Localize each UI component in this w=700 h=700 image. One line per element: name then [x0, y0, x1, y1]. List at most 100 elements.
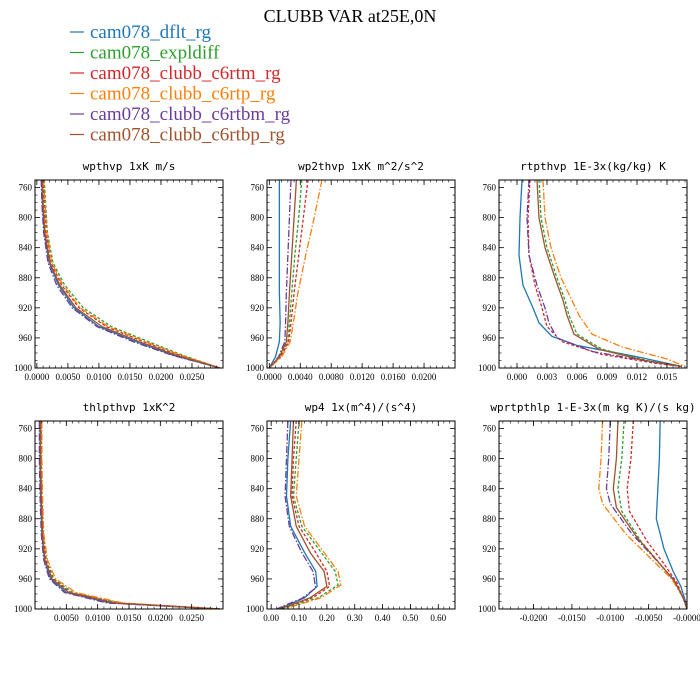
series-line-cam078_clubb_c6rtbp_rg [536, 180, 683, 368]
series-line-cam078_clubb_c6rtp_rg [284, 421, 342, 609]
y-tick-label: 840 [483, 243, 497, 253]
x-tick-label: 0.0150 [117, 613, 142, 623]
legend-entry-cam078_expldiff: cam078_expldiff [70, 43, 220, 64]
y-tick-label: 1000 [478, 363, 497, 373]
x-tick-label: 0.20 [319, 613, 335, 623]
y-tick-label: 840 [251, 243, 265, 253]
panels: wpthvp 1xK m/s76080084088092096010000.00… [14, 160, 700, 623]
panel-4: thlpthvp 1xK^2 760 800 840 880 920 960 1000 0.00… [14, 401, 224, 623]
y-tick-label: 880 [483, 514, 497, 524]
panel-6: wprtpthlp 1-E-3x(m kg K)/(s kg) 760 800 840… [478, 401, 700, 623]
x-tick-label: 0.0200 [148, 613, 173, 623]
series-line-cam078_dflt_rg [39, 421, 220, 609]
legend-entry-cam078_clubb_c6rtp_rg: cam078_clubb_c6rtp_rg [70, 84, 276, 105]
y-tick-label: 840 [19, 243, 33, 253]
x-tick-label: 0.0200 [412, 372, 437, 382]
series-line-cam078_clubb_c6rtbp_rg [41, 180, 221, 368]
x-tick-label: 0.015 [657, 372, 678, 382]
panel-title: thlpthvp 1xK^2 [83, 401, 176, 414]
series-line-cam078_clubb_c6rtbm_rg [276, 421, 317, 609]
legend-entry-cam078_clubb_c6rtbp_rg: cam078_clubb_c6rtbp_rg [70, 125, 285, 146]
panel-title: wp2thvp 1xK m^2/s^2 [298, 160, 424, 173]
y-tick-label: 960 [251, 574, 265, 584]
y-tick-label: 1000 [478, 604, 497, 614]
panel-frame [34, 179, 224, 369]
panel-title: wpthvp 1xK m/s [83, 160, 176, 173]
x-tick-label: 0.30 [347, 613, 363, 623]
panel-frame [498, 179, 688, 369]
y-tick-label: 800 [19, 454, 33, 464]
y-tick-label: 840 [483, 484, 497, 494]
series-line-cam078_dflt_rg [41, 180, 221, 368]
x-tick-label: 0.0100 [85, 613, 110, 623]
series-line-cam078_clubb_c6rtbm_rg [268, 180, 292, 368]
legend-label: cam078_clubb_c6rtp_rg [90, 84, 276, 105]
y-tick-label: 1000 [246, 363, 265, 373]
y-tick-label: 840 [251, 484, 265, 494]
series-line-cam078_clubb_c6rtm_rg [626, 421, 687, 609]
x-tick-label: 0.003 [537, 372, 558, 382]
panel-series [518, 180, 686, 368]
y-tick-label: 760 [251, 183, 265, 193]
legend-label: cam078_clubb_c6rtbm_rg [90, 104, 291, 125]
y-tick-label: 800 [251, 454, 265, 464]
x-tick-label: 0.012 [627, 372, 647, 382]
series-line-cam078_clubb_c6rtm_rg [527, 180, 683, 368]
y-tick-label: 880 [19, 514, 33, 524]
y-tick-label: 880 [251, 273, 265, 283]
x-tick-label: 0.00 [263, 613, 279, 623]
legend-label: cam078_expldiff [90, 43, 220, 64]
series-line-cam078_clubb_c6rtm_rg [268, 180, 309, 368]
panel-frame [34, 420, 224, 610]
x-tick-label: 0.40 [375, 613, 391, 623]
series-line-cam078_expldiff [40, 421, 220, 609]
x-tick-label: 0.009 [597, 372, 618, 382]
y-tick-label: 960 [483, 333, 497, 343]
legend-entry-cam078_clubb_c6rtm_rg: cam078_clubb_c6rtm_rg [70, 63, 281, 84]
panel-frame [266, 179, 456, 369]
y-tick-label: 800 [483, 213, 497, 223]
panel-title: wp4 1x(m^4)/(s^4) [305, 401, 418, 414]
legend: cam078_dflt_rgcam078_expldiffcam078_club… [70, 22, 291, 146]
y-tick-label: 960 [483, 574, 497, 584]
x-tick-label: 0.0150 [118, 372, 143, 382]
y-tick-label: 800 [483, 454, 497, 464]
panel-1: wpthvp 1xK m/s76080084088092096010000.00… [14, 160, 224, 382]
x-tick-label: -0.0100 [596, 613, 624, 623]
x-tick-label: 0.0000 [257, 372, 282, 382]
x-tick-label: 0.0250 [180, 372, 205, 382]
y-tick-label: 840 [19, 484, 33, 494]
legend-entry-cam078_dflt_rg: cam078_dflt_rg [70, 22, 212, 43]
x-tick-label: 0.0080 [319, 372, 344, 382]
series-line-cam078_clubb_c6rtbp_rg [279, 421, 328, 609]
y-tick-label: 760 [19, 424, 33, 434]
y-tick-label: 760 [483, 424, 497, 434]
y-tick-label: 880 [19, 273, 33, 283]
panel-frame [498, 420, 688, 610]
series-line-cam078_clubb_c6rtbp_rg [268, 180, 298, 368]
y-tick-label: 960 [251, 333, 265, 343]
panel-title: wprtpthlp 1-E-3x(m kg K)/(s kg) [490, 401, 695, 414]
x-tick-label: 0.10 [291, 613, 307, 623]
y-tick-label: 960 [19, 574, 33, 584]
series-line-cam078_expldiff [282, 421, 339, 609]
x-tick-label: -0.0150 [558, 613, 586, 623]
panel-2: wp2thvp 1xK m^2/s^2 760 800 840 880 920 960 100… [246, 160, 456, 382]
y-tick-label: 760 [483, 183, 497, 193]
y-tick-label: 960 [19, 333, 33, 343]
y-tick-label: 760 [251, 424, 265, 434]
panel-5: wp4 1x(m^4)/(s^4)76080084088092096010000… [246, 401, 456, 623]
x-tick-label: 0.0100 [87, 372, 112, 382]
y-tick-label: 800 [19, 213, 33, 223]
series-line-cam078_dflt_rg [276, 421, 318, 609]
y-tick-label: 920 [251, 303, 265, 313]
y-tick-label: 880 [251, 514, 265, 524]
y-tick-label: 920 [19, 303, 33, 313]
y-tick-label: 1000 [246, 604, 265, 614]
legend-entry-cam078_clubb_c6rtbm_rg: cam078_clubb_c6rtbm_rg [70, 104, 291, 125]
series-line-cam078_clubb_c6rtbm_rg [40, 180, 221, 368]
x-tick-label: 0.006 [567, 372, 588, 382]
series-line-cam078_clubb_c6rtbm_rg [605, 421, 687, 609]
panel-3: rtpthvp 1E-3x(kg/kg) K 760 800 840 880 920 960… [478, 160, 688, 382]
